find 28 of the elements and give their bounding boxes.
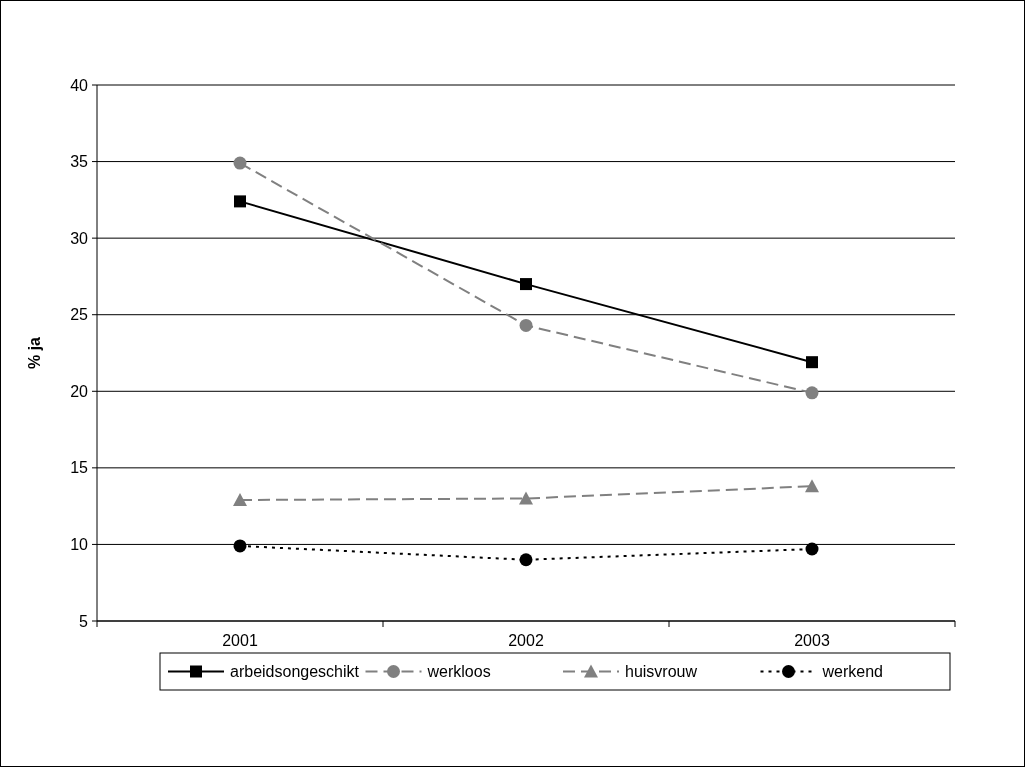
point (519, 553, 533, 567)
point (234, 195, 246, 208)
x-tick-label: 2002 (508, 632, 544, 649)
y-axis-title: % ja (26, 336, 43, 370)
point (519, 491, 533, 505)
point (805, 479, 819, 493)
y-tick-label: 35 (70, 153, 89, 171)
x-tick-label: 2001 (222, 632, 258, 649)
legend-label: werkloos (426, 663, 491, 681)
point (233, 493, 247, 507)
y-tick-label: 10 (70, 536, 89, 554)
point (805, 386, 819, 400)
point (806, 356, 818, 369)
legend-label: arbeidsongeschikt (230, 663, 360, 681)
legend-label: huisvrouw (625, 663, 698, 681)
point (519, 318, 533, 332)
y-tick-label: 15 (70, 459, 89, 477)
x-tick-label: 2003 (794, 632, 830, 649)
y-tick-label: 5 (79, 612, 89, 630)
point (520, 278, 532, 291)
point (805, 542, 819, 556)
y-tick-label: 20 (70, 382, 89, 400)
point (233, 156, 247, 170)
legend-label: werkend (821, 663, 883, 681)
y-tick-label: 25 (70, 306, 89, 324)
y-tick-label: 30 (70, 229, 89, 247)
point (233, 539, 247, 553)
y-tick-label: 40 (70, 76, 89, 94)
